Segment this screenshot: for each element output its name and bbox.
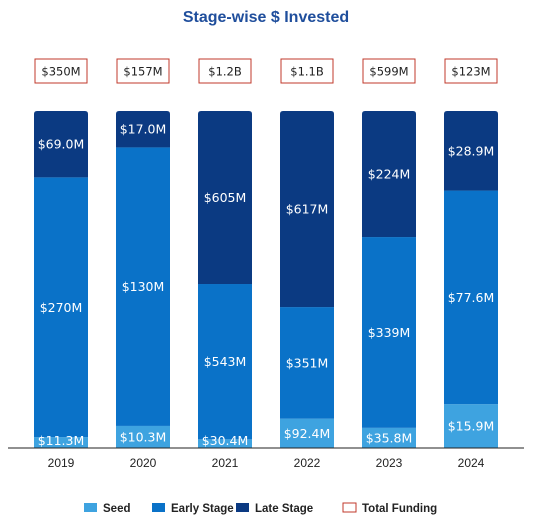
data-label-early-stage-2021: $543M — [204, 354, 247, 369]
bar-segment-seed-2024 — [444, 404, 498, 448]
x-axis-ticks: 2019 2020 2021 2022 2023 2024 — [48, 456, 485, 470]
total-funding-label-2019: $350M — [41, 65, 80, 79]
data-label-early-stage-2019: $270M — [40, 300, 83, 315]
total-funding-box-2023 — [362, 58, 416, 84]
total-funding-label-2024: $123M — [451, 65, 490, 79]
legend-swatch-total-funding — [342, 502, 357, 513]
data-label-seed-2019: $11.3M — [38, 433, 85, 448]
total-funding-box-2022 — [280, 58, 334, 84]
legend-label-late-stage: Late Stage — [255, 503, 313, 515]
bar-segment-seed-2019 — [34, 437, 88, 448]
bar-segment-late-stage-2020 — [116, 111, 170, 148]
chart-title: Stage-wise $ Invested — [183, 9, 349, 26]
bar-segment-early-stage-2021 — [198, 284, 252, 440]
legend-label-seed: Seed — [103, 503, 131, 515]
bar-segment-late-stage-2024 — [444, 111, 498, 191]
bar-segment-early-stage-2020 — [116, 147, 170, 426]
x-tick-label-2021: 2021 — [212, 456, 239, 470]
legend-label-total-funding: Total Funding — [362, 503, 437, 515]
x-tick-label-2024: 2024 — [458, 456, 485, 470]
bar-segment-seed-2020 — [116, 425, 170, 448]
data-label-early-stage-2020: $130M — [122, 279, 165, 294]
bar-segment-seed-2023 — [362, 427, 416, 448]
data-label-seed-2020: $10.3M — [120, 429, 167, 444]
x-tick-label-2023: 2023 — [376, 456, 403, 470]
x-tick-label-2020: 2020 — [130, 456, 157, 470]
bar-segment-late-stage-2023 — [362, 111, 416, 238]
legend-swatch-seed — [84, 503, 97, 512]
bar-segment-early-stage-2023 — [362, 237, 416, 428]
total-funding-box-2020 — [116, 58, 170, 84]
legend-swatch-late-stage — [236, 503, 249, 512]
data-label-seed-2024: $15.9M — [448, 419, 495, 434]
total-funding-box-2021 — [198, 58, 252, 84]
data-label-early-stage-2023: $339M — [368, 325, 411, 340]
total-funding-labels: $350M $157M $1.2B $1.1B $599M $123M — [34, 58, 498, 84]
data-label-late-stage-2022: $617M — [286, 202, 329, 217]
bar-2023 — [362, 111, 416, 448]
bar-segment-late-stage-2019 — [34, 111, 88, 178]
bar-2022 — [280, 111, 334, 448]
data-label-early-stage-2022: $351M — [286, 355, 329, 370]
total-funding-box-2024 — [444, 58, 498, 84]
data-label-seed-2022: $92.4M — [284, 426, 331, 441]
data-label-late-stage-2024: $28.9M — [448, 143, 495, 158]
total-funding-label-2022: $1.1B — [290, 65, 324, 79]
bar-2020 — [116, 111, 170, 448]
x-tick-label-2019: 2019 — [48, 456, 75, 470]
bar-segment-early-stage-2019 — [34, 177, 88, 438]
bar-2019 — [34, 111, 88, 448]
bar-segment-late-stage-2021 — [198, 111, 252, 285]
bar-2021 — [198, 111, 252, 448]
total-funding-label-2023: $599M — [369, 65, 408, 79]
legend-label-early-stage: Early Stage — [171, 503, 234, 515]
bar-segment-seed-2021 — [198, 439, 252, 448]
data-label-late-stage-2021: $605M — [204, 190, 247, 205]
bar-segment-early-stage-2024 — [444, 190, 498, 405]
bar-segment-seed-2022 — [280, 418, 334, 448]
total-funding-label-2021: $1.2B — [208, 65, 242, 79]
x-tick-label-2022: 2022 — [294, 456, 321, 470]
data-label-seed-2023: $35.8M — [366, 430, 413, 445]
data-label-seed-2021: $30.4M — [202, 433, 249, 448]
total-funding-label-2020: $157M — [123, 65, 162, 79]
bar-2024 — [444, 111, 498, 448]
legend-swatch-early-stage — [152, 503, 165, 512]
bar-segment-early-stage-2022 — [280, 307, 334, 419]
legend: Seed Early Stage Late Stage Total Funding — [84, 502, 437, 515]
data-label-late-stage-2020: $17.0M — [120, 122, 167, 137]
data-label-early-stage-2024: $77.6M — [448, 290, 495, 305]
data-label-late-stage-2019: $69.0M — [38, 137, 85, 152]
data-label-late-stage-2023: $224M — [368, 167, 411, 182]
bars: $11.3M $270M $69.0M $10.3M $130M $17.0M $30.4M… — [34, 111, 498, 448]
bar-segment-late-stage-2022 — [280, 111, 334, 308]
total-funding-box-2019 — [34, 58, 88, 84]
